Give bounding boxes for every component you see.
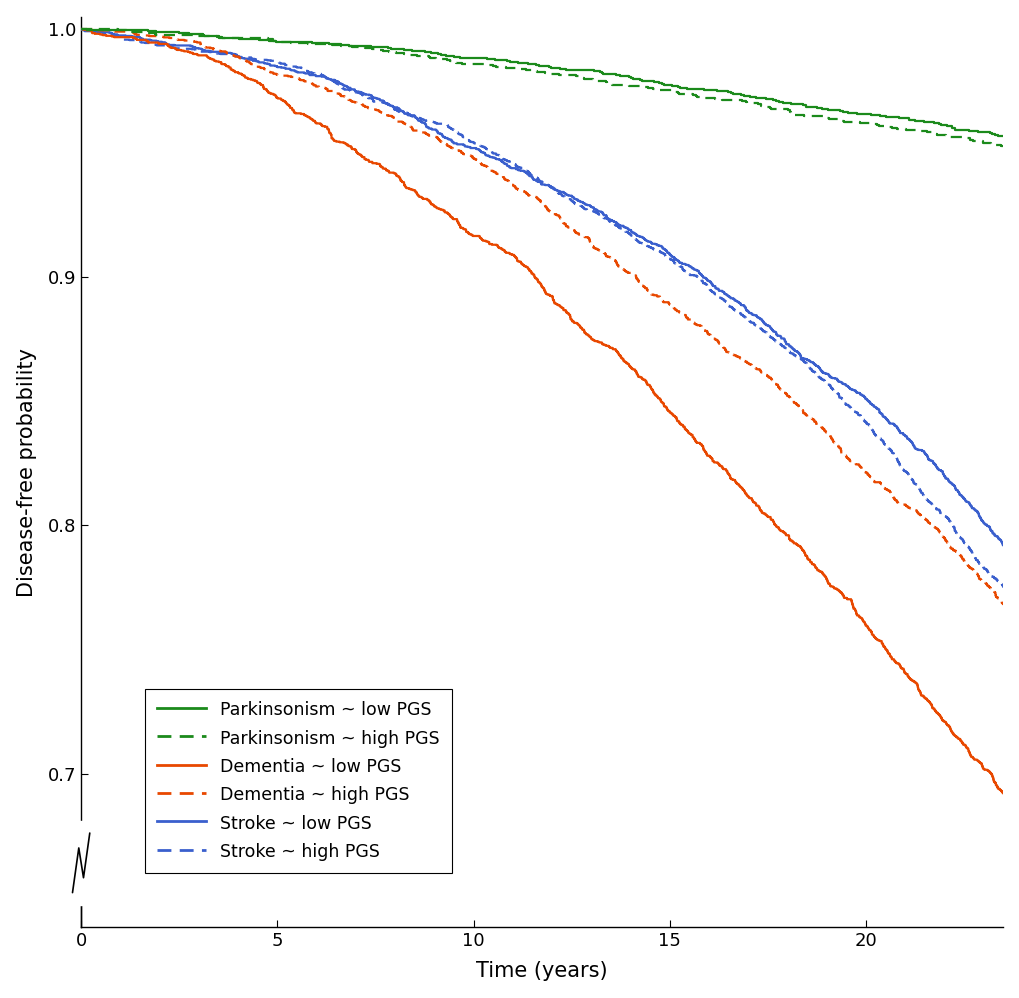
Stroke ~ high PGS [997,582,1009,594]
Dementia ~ low PGS [997,787,1009,799]
Stroke ~ high PGS [546,183,558,195]
Y-axis label: Disease-free probability: Disease-free probability [16,347,37,597]
Parkinsonism ~ low PGS [500,55,513,67]
Stroke ~ low PGS [439,132,451,144]
Line: Parkinsonism ~ high PGS: Parkinsonism ~ high PGS [82,29,1003,146]
Dementia ~ low PGS [75,23,88,35]
Parkinsonism ~ high PGS [444,54,457,66]
Stroke ~ low PGS [75,23,88,35]
Dementia ~ high PGS [75,23,88,35]
Parkinsonism ~ low PGS [75,23,88,35]
Dementia ~ high PGS [997,599,1009,611]
Line: Dementia ~ low PGS: Dementia ~ low PGS [82,29,1003,793]
Stroke ~ low PGS [597,208,609,220]
Parkinsonism ~ low PGS [997,130,1009,142]
Dementia ~ low PGS [362,155,374,167]
Parkinsonism ~ high PGS [75,23,88,35]
Stroke ~ high PGS [797,354,809,366]
Dementia ~ high PGS [969,567,981,579]
Line: Dementia ~ high PGS: Dementia ~ high PGS [82,29,1003,605]
Stroke ~ high PGS [75,23,88,35]
Dementia ~ low PGS [655,396,667,408]
Parkinsonism ~ low PGS [216,32,228,44]
Dementia ~ low PGS [996,787,1008,799]
Dementia ~ high PGS [532,194,544,206]
Stroke ~ low PGS [997,539,1009,551]
Dementia ~ high PGS [704,329,716,341]
Parkinsonism ~ high PGS [995,140,1007,152]
Dementia ~ high PGS [397,117,410,129]
Dementia ~ high PGS [947,544,959,556]
Dementia ~ low PGS [647,386,659,398]
Parkinsonism ~ high PGS [997,140,1009,152]
Stroke ~ high PGS [576,201,588,213]
Parkinsonism ~ high PGS [327,39,339,51]
Parkinsonism ~ low PGS [539,61,551,73]
Parkinsonism ~ low PGS [991,130,1004,142]
Stroke ~ high PGS [490,149,502,161]
Parkinsonism ~ low PGS [623,71,635,83]
Stroke ~ low PGS [836,378,848,390]
Stroke ~ low PGS [997,539,1009,551]
Parkinsonism ~ high PGS [173,29,185,41]
Dementia ~ low PGS [568,315,580,327]
Stroke ~ high PGS [997,582,1009,594]
Stroke ~ high PGS [638,238,650,250]
Dementia ~ low PGS [790,538,802,550]
Line: Stroke ~ low PGS: Stroke ~ low PGS [82,29,1003,545]
Parkinsonism ~ low PGS [772,96,785,108]
Parkinsonism ~ low PGS [393,43,406,55]
Stroke ~ low PGS [595,207,607,219]
Legend: Parkinsonism ~ low PGS, Parkinsonism ~ high PGS, Dementia ~ low PGS, Dementia ~ : Parkinsonism ~ low PGS, Parkinsonism ~ h… [145,689,451,873]
Dementia ~ high PGS [966,564,978,576]
Dementia ~ low PGS [805,558,817,570]
Stroke ~ low PGS [923,455,935,467]
Parkinsonism ~ high PGS [759,100,771,112]
Stroke ~ high PGS [161,40,173,52]
Line: Stroke ~ high PGS: Stroke ~ high PGS [82,29,1003,588]
Dementia ~ high PGS [997,599,1009,611]
Parkinsonism ~ high PGS [862,117,874,129]
X-axis label: Time (years): Time (years) [476,961,607,981]
Parkinsonism ~ high PGS [213,31,225,43]
Stroke ~ low PGS [330,75,342,87]
Line: Parkinsonism ~ low PGS: Parkinsonism ~ low PGS [82,29,1003,136]
